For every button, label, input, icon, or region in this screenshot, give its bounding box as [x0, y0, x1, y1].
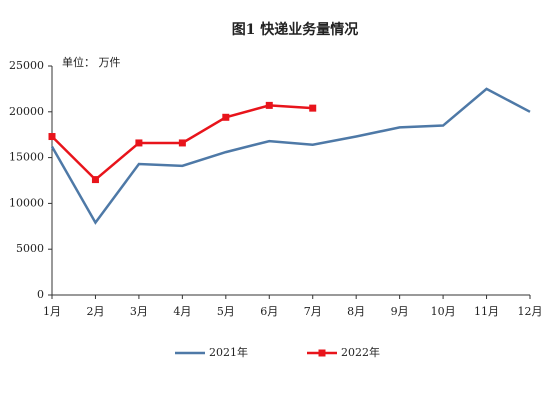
- x-tick-label: 4月: [173, 305, 191, 318]
- point-marker: [309, 104, 317, 112]
- x-tick-label: 6月: [260, 305, 278, 318]
- legend-label: 2022年: [341, 345, 380, 359]
- x-tick-label: 2月: [86, 305, 104, 318]
- x-tick-label: 12月: [518, 305, 543, 318]
- x-tick-label: 8月: [347, 305, 365, 318]
- x-tick-label: 11月: [474, 305, 499, 318]
- x-tick-label: 9月: [391, 305, 409, 318]
- y-tick-label: 20000: [9, 105, 44, 118]
- series-line: [50, 87, 531, 225]
- legend-label: 2021年: [209, 345, 248, 359]
- x-tick-label: 1月: [43, 305, 61, 318]
- y-tick-label: 5000: [16, 242, 44, 255]
- y-tick-label: 25000: [9, 59, 44, 72]
- x-tick-label: 5月: [217, 305, 235, 318]
- point-marker: [48, 133, 56, 141]
- x-tick-label: 10月: [431, 305, 456, 318]
- point-marker: [222, 113, 230, 121]
- point-marker: [178, 139, 186, 147]
- y-tick-label: 10000: [9, 196, 44, 209]
- y-tick-label: 0: [37, 288, 44, 301]
- y-tick-label: 15000: [9, 151, 44, 164]
- unit-label: 单位： 万件: [62, 55, 121, 69]
- point-marker: [135, 139, 143, 147]
- chart-title: 图1 快递业务量情况: [232, 21, 359, 38]
- x-tick-label: 7月: [304, 305, 322, 318]
- point-marker: [265, 101, 273, 109]
- point-marker: [91, 176, 99, 184]
- legend-marker: [318, 349, 326, 357]
- x-tick-label: 3月: [130, 305, 148, 318]
